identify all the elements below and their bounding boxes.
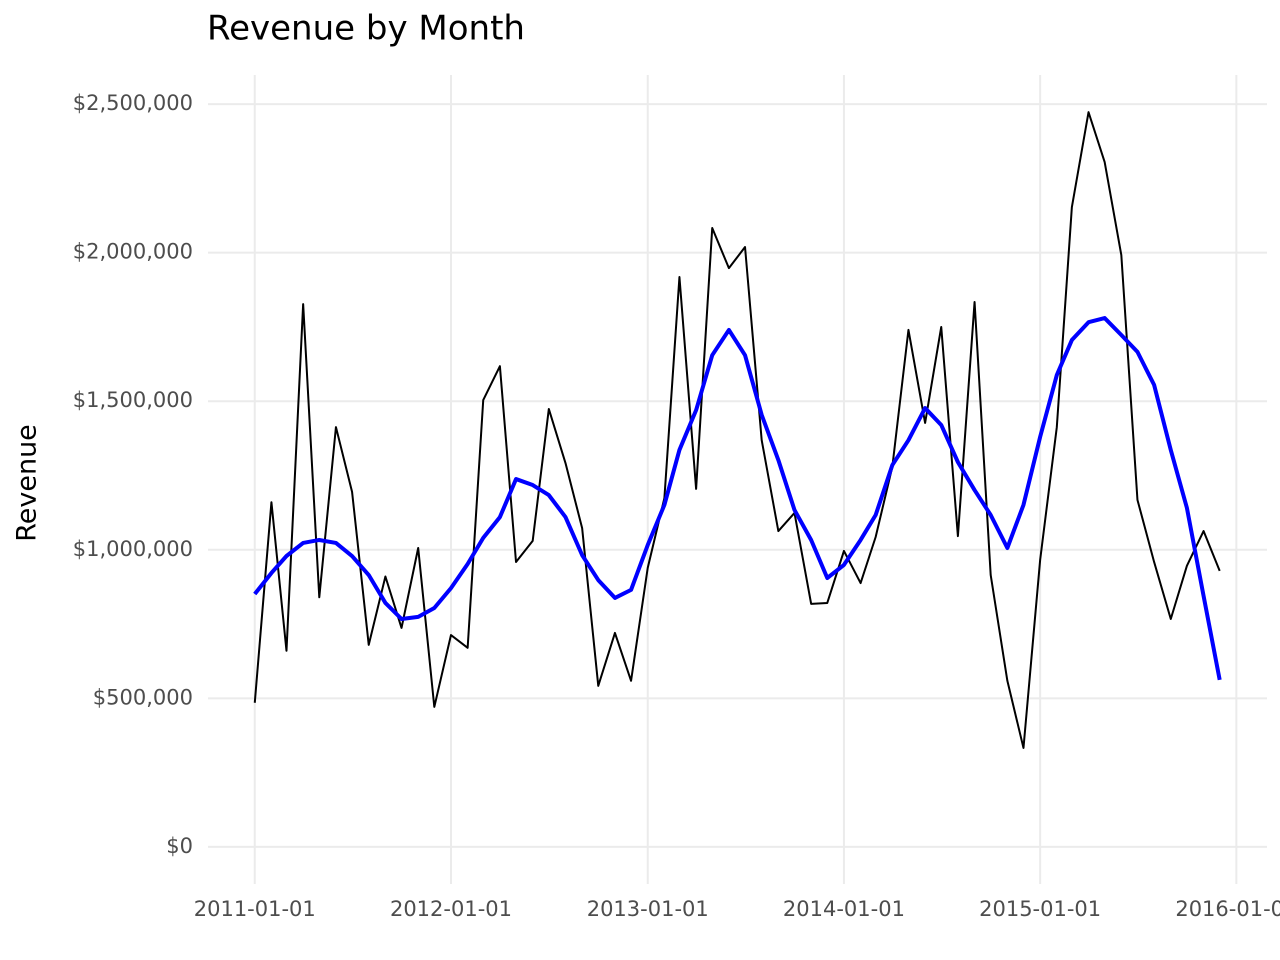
line-series (253, 111, 1221, 749)
y-tick-label: $1,500,000 (73, 388, 193, 412)
chart-title: Revenue by Month (207, 9, 525, 49)
line-series (253, 316, 1222, 681)
x-tick-label: 2016-01-01 (1175, 897, 1280, 921)
x-tick-label: 2011-01-01 (194, 897, 316, 921)
y-tick-label: $500,000 (93, 685, 193, 709)
y-tick-label: $2,500,000 (73, 91, 193, 115)
x-tick-label: 2012-01-01 (390, 897, 512, 921)
y-axis-label: Revenue (12, 424, 43, 542)
y-tick-label: $2,000,000 (73, 240, 193, 264)
x-tick-label: 2014-01-01 (783, 897, 905, 921)
x-tick-label: 2015-01-01 (979, 897, 1101, 921)
x-tick-label: 2013-01-01 (587, 897, 709, 921)
y-tick-label: $0 (166, 834, 193, 858)
y-tick-label: $1,000,000 (73, 537, 193, 561)
